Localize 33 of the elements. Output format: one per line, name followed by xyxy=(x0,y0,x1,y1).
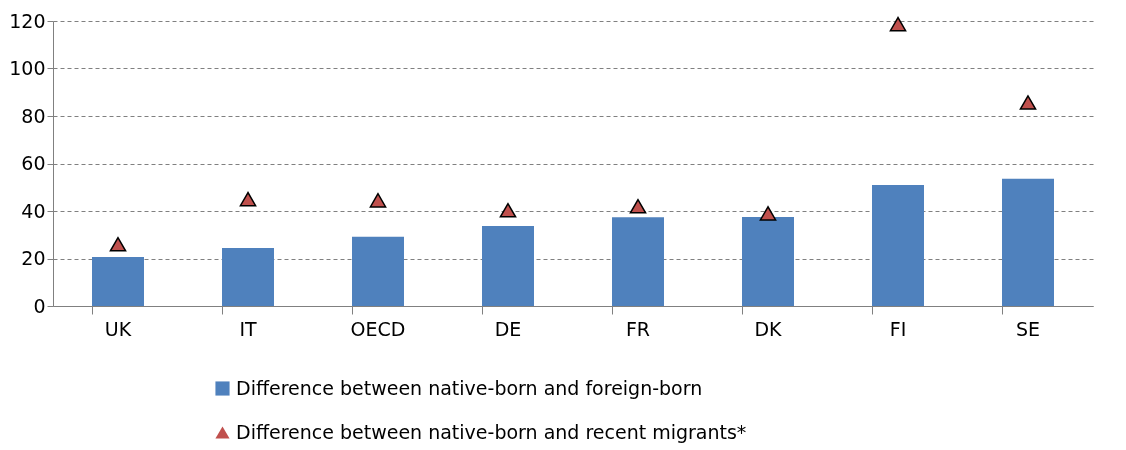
x-tick-label: IT xyxy=(239,317,257,340)
point xyxy=(239,191,257,207)
x-tick-label: UK xyxy=(104,317,132,340)
bar xyxy=(612,217,664,306)
x-tick-label: FI xyxy=(889,317,907,340)
x-tick-label: DK xyxy=(754,317,783,340)
bar xyxy=(352,236,404,306)
bar xyxy=(482,225,534,306)
point xyxy=(629,198,647,214)
point xyxy=(109,236,127,252)
y-tick-label: 100 xyxy=(9,57,46,79)
y-tick-label: 80 xyxy=(21,104,46,127)
point xyxy=(499,202,517,218)
legend-label: Difference between native-born and recent migrants* xyxy=(236,420,747,443)
x-tick-label: OECD xyxy=(350,317,406,340)
legend-label: Difference between native-born and foreign-born xyxy=(236,376,703,399)
bar xyxy=(742,216,794,306)
bar xyxy=(1002,178,1054,306)
y-tick-label: 0 xyxy=(33,294,46,317)
x-tick-label: DE xyxy=(494,317,522,340)
y-tick-label: 120 xyxy=(9,9,46,32)
y-tick-label: 20 xyxy=(21,247,46,269)
x-tick-label: FR xyxy=(625,317,651,340)
bar xyxy=(872,184,924,306)
y-tick-label: 60 xyxy=(21,152,46,174)
x-tick-label: SE xyxy=(1015,317,1041,340)
point xyxy=(369,193,387,208)
point xyxy=(889,16,907,32)
bar xyxy=(222,248,274,306)
y-tick-label: 40 xyxy=(21,199,46,222)
point xyxy=(1019,95,1037,110)
point xyxy=(759,206,777,221)
bar xyxy=(92,257,144,306)
